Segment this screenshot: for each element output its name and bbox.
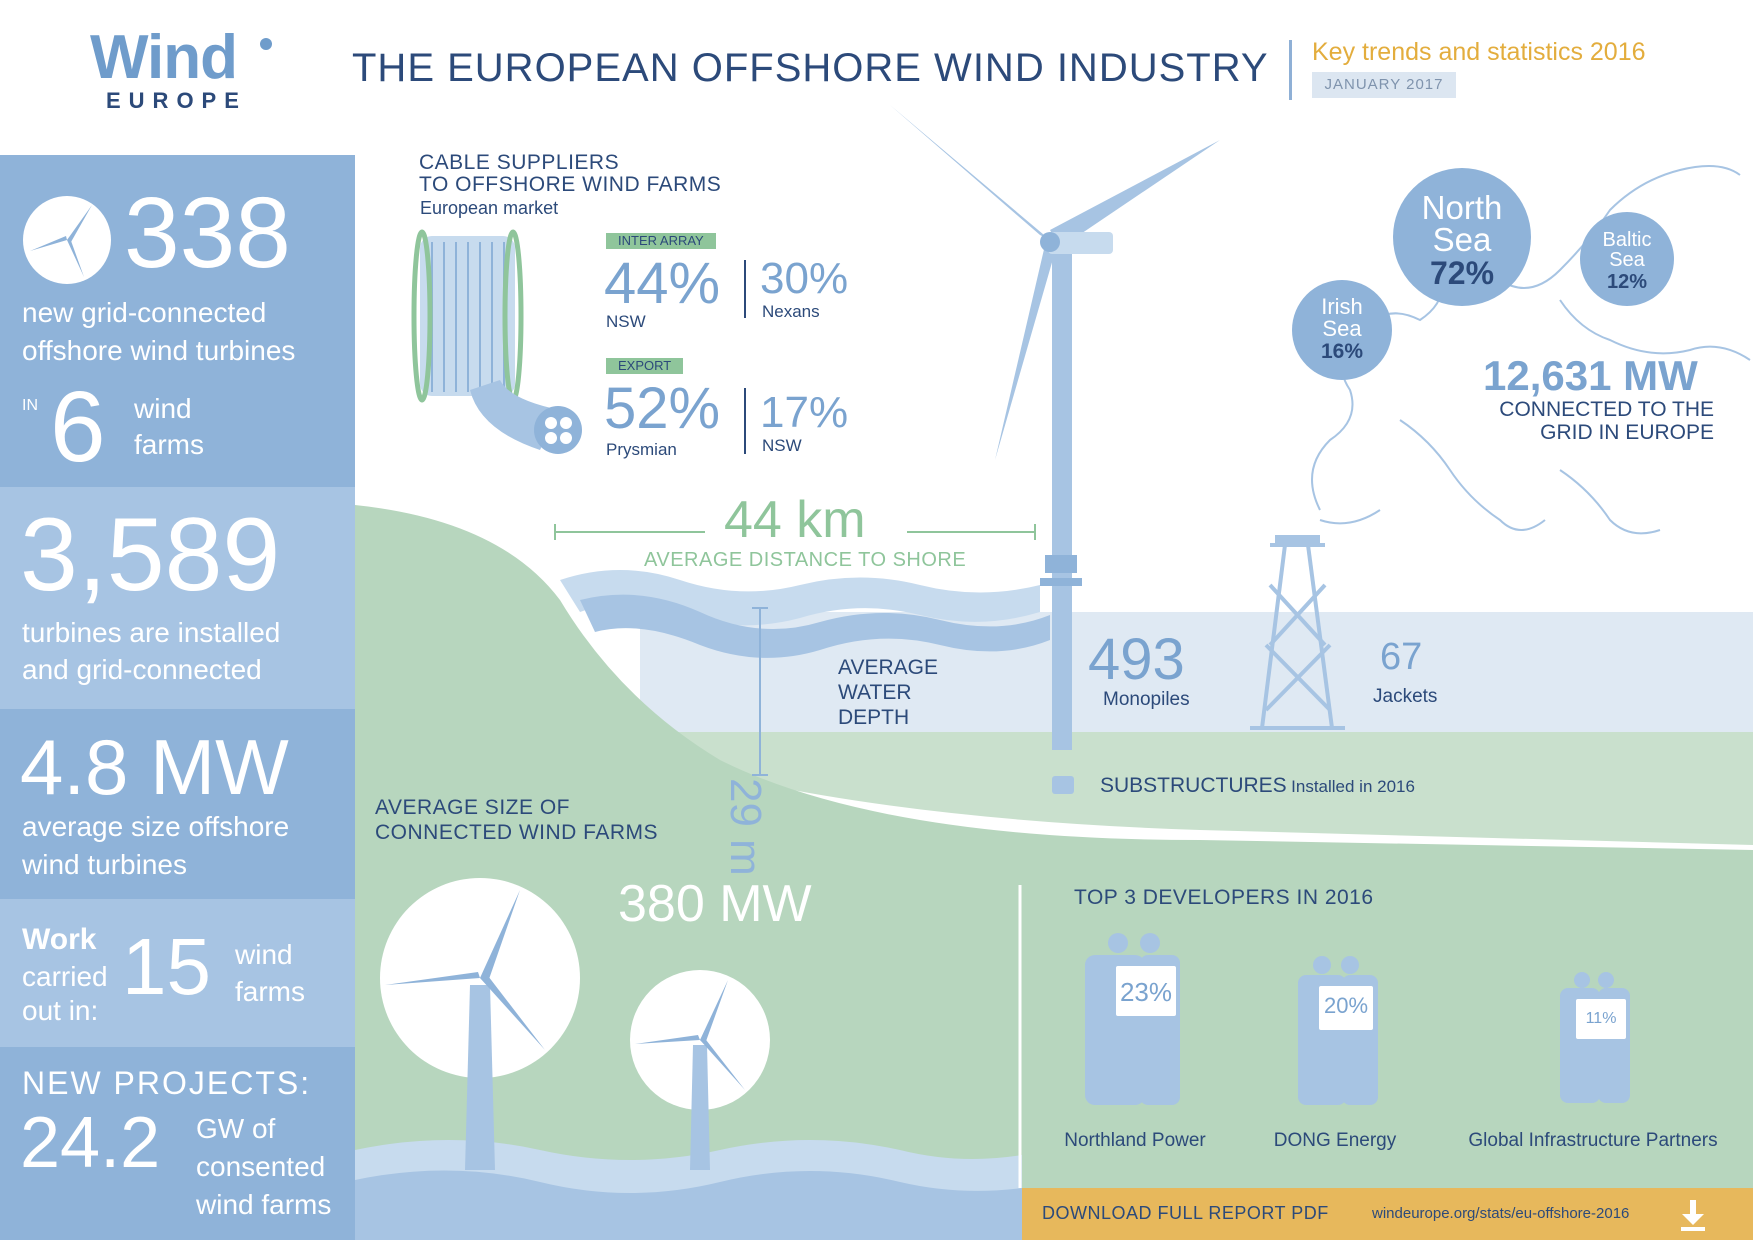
new-projects-value: 24.2 bbox=[20, 1103, 161, 1183]
work-farms1: wind bbox=[235, 939, 293, 970]
farms-count: 6 bbox=[50, 371, 106, 483]
north-sea-name1: North bbox=[1421, 189, 1503, 226]
cable-subtitle: European market bbox=[420, 198, 559, 218]
developer-2-pct: 20% bbox=[1323, 993, 1369, 1018]
new-projects-label: NEW PROJECTS: bbox=[22, 1065, 312, 1101]
new-projects-line1: GW of bbox=[196, 1113, 276, 1144]
substructures-title-main: SUBSTRUCTURES bbox=[1100, 774, 1287, 797]
depth-line2: WATER bbox=[838, 681, 912, 704]
stat-panel-new-turbines: 338 new grid-connected offshore wind tur… bbox=[0, 155, 355, 487]
developer-3-name: Global Infrastructure Partners bbox=[1468, 1130, 1718, 1151]
stat-panel-work: Work carried out in: 15 wind farms bbox=[0, 899, 355, 1047]
substructures-title-suffix: Installed in 2016 bbox=[1291, 777, 1415, 796]
inter-array-secondary-name: Nexans bbox=[762, 302, 820, 321]
depth-line1: AVERAGE bbox=[838, 656, 938, 679]
farm-size-title: AVERAGE SIZE OF CONNECTED WIND FARMS bbox=[375, 795, 658, 845]
north-sea-name2: Sea bbox=[1432, 221, 1492, 258]
new-projects-line3: wind farms bbox=[196, 1189, 332, 1220]
cable-title-line1: CABLE SUPPLIERS bbox=[419, 151, 620, 174]
capacity-value: 12,631 MW bbox=[1483, 352, 1698, 399]
work-label2: carried bbox=[22, 961, 108, 992]
farm-size-value: 380 MW bbox=[618, 875, 812, 933]
download-icon[interactable] bbox=[1678, 1198, 1708, 1232]
capacity-line1: CONNECTED TO THE bbox=[1499, 398, 1714, 421]
avg-size-value: 4.8 MW bbox=[20, 723, 289, 811]
farm-size-title-line2: CONNECTED WIND FARMS bbox=[375, 821, 658, 844]
inter-array-primary-pct: 44% bbox=[604, 251, 721, 316]
monopiles-value: 493 bbox=[1088, 627, 1185, 692]
developer-1-name: Northland Power bbox=[1064, 1130, 1206, 1151]
export-tag: EXPORT bbox=[606, 358, 684, 374]
export-divider bbox=[744, 388, 746, 454]
export-primary-name: Prysmian bbox=[606, 440, 677, 459]
stat-panel-avg-size: 4.8 MW average size offshore wind turbin… bbox=[0, 709, 355, 899]
capacity-line2: GRID IN EUROPE bbox=[1540, 421, 1714, 444]
avg-size-line2: wind turbines bbox=[22, 849, 187, 880]
north-sea-bubble: North Sea 72% bbox=[1393, 168, 1531, 306]
date-badge: JANUARY 2017 bbox=[1312, 72, 1456, 98]
irish-sea-bubble: Irish Sea 16% bbox=[1292, 280, 1392, 380]
page-subtitle: Key trends and statistics 2016 bbox=[1312, 38, 1646, 66]
avg-size-line1: average size offshore bbox=[22, 811, 290, 842]
installed-line1: turbines are installed bbox=[22, 617, 281, 648]
new-turbines-count: 338 bbox=[124, 177, 291, 289]
developer-1-pct: 23% bbox=[1119, 977, 1173, 1007]
baltic-sea-name2: Sea bbox=[1609, 249, 1645, 271]
export-secondary-pct: 17% bbox=[760, 388, 849, 437]
irish-sea-name2: Sea bbox=[1322, 316, 1362, 341]
in-label: IN bbox=[22, 397, 38, 414]
developers-title: TOP 3 DEVELOPERS IN 2016 bbox=[1074, 886, 1374, 909]
distance-value: 44 km bbox=[724, 491, 866, 549]
cable-title: CABLE SUPPLIERS TO OFFSHORE WIND FARMS bbox=[419, 152, 721, 196]
new-projects-line2: consented bbox=[196, 1151, 326, 1182]
inter-array-secondary-pct: 30% bbox=[760, 254, 849, 303]
jackets-value: 67 bbox=[1380, 636, 1423, 678]
download-bar[interactable]: DOWNLOAD FULL REPORT PDF windeurope.org/… bbox=[1022, 1188, 1753, 1240]
page-title: THE EUROPEAN OFFSHORE WIND INDUSTRY bbox=[352, 46, 1269, 90]
baltic-sea-bubble: Baltic Sea 12% bbox=[1580, 212, 1674, 306]
export-primary-pct: 52% bbox=[604, 376, 721, 441]
work-count: 15 bbox=[122, 922, 211, 1011]
farms-line1: wind bbox=[134, 393, 192, 424]
depth-label: AVERAGE WATER DEPTH bbox=[838, 655, 938, 730]
installed-count: 3,589 bbox=[20, 497, 281, 613]
download-url[interactable]: windeurope.org/stats/eu-offshore-2016 bbox=[1372, 1205, 1630, 1222]
export-secondary-name: NSW bbox=[762, 436, 802, 455]
capacity-label: CONNECTED TO THE GRID IN EUROPE bbox=[1480, 398, 1714, 444]
turbine-icon bbox=[23, 196, 111, 284]
irish-sea-pct: 16% bbox=[1320, 340, 1364, 363]
distance-label: AVERAGE DISTANCE TO SHORE bbox=[644, 549, 967, 571]
baltic-sea-name1: Baltic bbox=[1602, 229, 1652, 251]
developer-3-pct: 11% bbox=[1585, 1010, 1617, 1027]
inter-array-divider bbox=[744, 260, 746, 318]
farm-size-title-line1: AVERAGE SIZE OF bbox=[375, 796, 570, 819]
installed-line2: and grid-connected bbox=[22, 654, 262, 685]
download-label[interactable]: DOWNLOAD FULL REPORT PDF bbox=[1042, 1203, 1329, 1223]
logo-dot bbox=[260, 38, 272, 50]
cable-title-line2: TO OFFSHORE WIND FARMS bbox=[419, 173, 722, 196]
work-label3: out in: bbox=[22, 995, 99, 1026]
substructures-title: SUBSTRUCTURES Installed in 2016 bbox=[1100, 774, 1415, 798]
monopiles-label: Monopiles bbox=[1103, 689, 1190, 710]
north-sea-pct: 72% bbox=[1429, 255, 1495, 291]
farms-line2: farms bbox=[134, 429, 204, 460]
stat-panel-installed: 3,589 turbines are installed and grid-co… bbox=[0, 487, 355, 709]
new-turbines-line1: new grid-connected bbox=[22, 297, 267, 328]
depth-line3: DEPTH bbox=[838, 706, 910, 729]
title-divider bbox=[1289, 40, 1292, 100]
work-label1: Work bbox=[22, 923, 97, 956]
jackets-label: Jackets bbox=[1373, 686, 1438, 707]
logo-europe: EUROPE bbox=[106, 88, 247, 113]
baltic-sea-pct: 12% bbox=[1606, 271, 1648, 293]
irish-sea-name1: Irish bbox=[1321, 294, 1363, 319]
new-turbines-line2: offshore wind turbines bbox=[22, 335, 296, 366]
inter-array-tag: INTER ARRAY bbox=[606, 233, 716, 249]
logo-wind: Wind bbox=[90, 23, 238, 92]
stat-panel-new-projects: NEW PROJECTS: 24.2 GW of consented wind … bbox=[0, 1047, 355, 1240]
inter-array-primary-name: NSW bbox=[606, 312, 646, 331]
work-farms2: farms bbox=[235, 976, 305, 1007]
developer-2-name: DONG Energy bbox=[1273, 1130, 1397, 1151]
